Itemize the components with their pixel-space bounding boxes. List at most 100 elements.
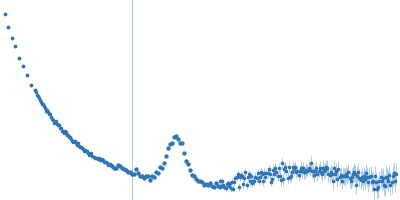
Point	[119, 167, 125, 170]
Point	[147, 178, 153, 181]
Point	[62, 130, 68, 133]
Point	[32, 88, 38, 92]
Point	[35, 95, 41, 98]
Point	[82, 149, 88, 152]
Point	[28, 84, 34, 87]
Point	[108, 163, 114, 166]
Point	[149, 174, 155, 177]
Point	[139, 175, 145, 178]
Point	[195, 179, 201, 182]
Point	[71, 140, 77, 143]
Point	[181, 152, 187, 155]
Point	[191, 175, 197, 178]
Point	[9, 36, 15, 39]
Point	[50, 118, 57, 121]
Point	[81, 149, 88, 153]
Point	[39, 103, 45, 106]
Point	[213, 181, 219, 185]
Point	[40, 103, 46, 106]
Point	[84, 149, 90, 153]
Point	[93, 156, 100, 160]
Point	[33, 90, 39, 94]
Point	[70, 140, 76, 144]
Point	[68, 138, 74, 141]
Point	[45, 111, 52, 114]
Point	[86, 153, 93, 157]
Point	[167, 142, 173, 145]
Point	[153, 171, 159, 174]
Point	[56, 127, 63, 130]
Point	[185, 162, 191, 165]
Point	[20, 65, 26, 68]
Point	[137, 174, 143, 177]
Point	[111, 166, 117, 169]
Point	[42, 106, 48, 109]
Point	[92, 156, 99, 160]
Point	[16, 56, 22, 59]
Point	[64, 133, 70, 137]
Point	[163, 154, 169, 158]
Point	[197, 179, 203, 182]
Point	[47, 112, 54, 115]
Point	[44, 108, 50, 111]
Point	[38, 100, 44, 103]
Point	[107, 162, 113, 166]
Point	[199, 181, 205, 184]
Point	[175, 137, 181, 140]
Point	[187, 168, 193, 172]
Point	[37, 98, 43, 101]
Point	[109, 165, 115, 168]
Point	[103, 161, 109, 164]
Point	[24, 74, 30, 77]
Point	[143, 174, 149, 177]
Point	[88, 152, 95, 155]
Point	[102, 160, 108, 164]
Point	[129, 173, 135, 176]
Point	[179, 141, 185, 145]
Point	[78, 146, 84, 149]
Point	[54, 124, 61, 127]
Point	[98, 158, 104, 162]
Point	[104, 162, 110, 165]
Point	[46, 113, 52, 116]
Point	[169, 141, 175, 145]
Point	[87, 153, 94, 156]
Point	[105, 164, 111, 167]
Point	[76, 144, 82, 147]
Point	[90, 155, 97, 158]
Point	[83, 150, 90, 153]
Point	[165, 147, 171, 150]
Point	[75, 142, 81, 145]
Point	[80, 148, 86, 151]
Point	[133, 168, 139, 171]
Point	[155, 171, 161, 175]
Point	[115, 164, 121, 167]
Point	[125, 170, 131, 173]
Point	[79, 147, 86, 150]
Point	[65, 133, 71, 137]
Point	[171, 135, 177, 139]
Point	[53, 122, 60, 125]
Point	[205, 183, 211, 186]
Point	[109, 164, 115, 168]
Point	[135, 171, 141, 174]
Point	[193, 177, 199, 181]
Point	[151, 176, 157, 179]
Point	[69, 139, 75, 143]
Point	[203, 183, 209, 186]
Point	[58, 126, 64, 129]
Point	[36, 96, 42, 99]
Point	[183, 159, 189, 162]
Point	[66, 135, 72, 139]
Point	[189, 173, 195, 176]
Point	[207, 181, 213, 185]
Point	[49, 118, 56, 121]
Point	[121, 168, 127, 171]
Point	[106, 162, 112, 165]
Point	[85, 151, 92, 155]
Point	[217, 185, 223, 189]
Point	[100, 158, 106, 162]
Point	[2, 13, 8, 16]
Point	[60, 129, 66, 133]
Point	[5, 25, 11, 28]
